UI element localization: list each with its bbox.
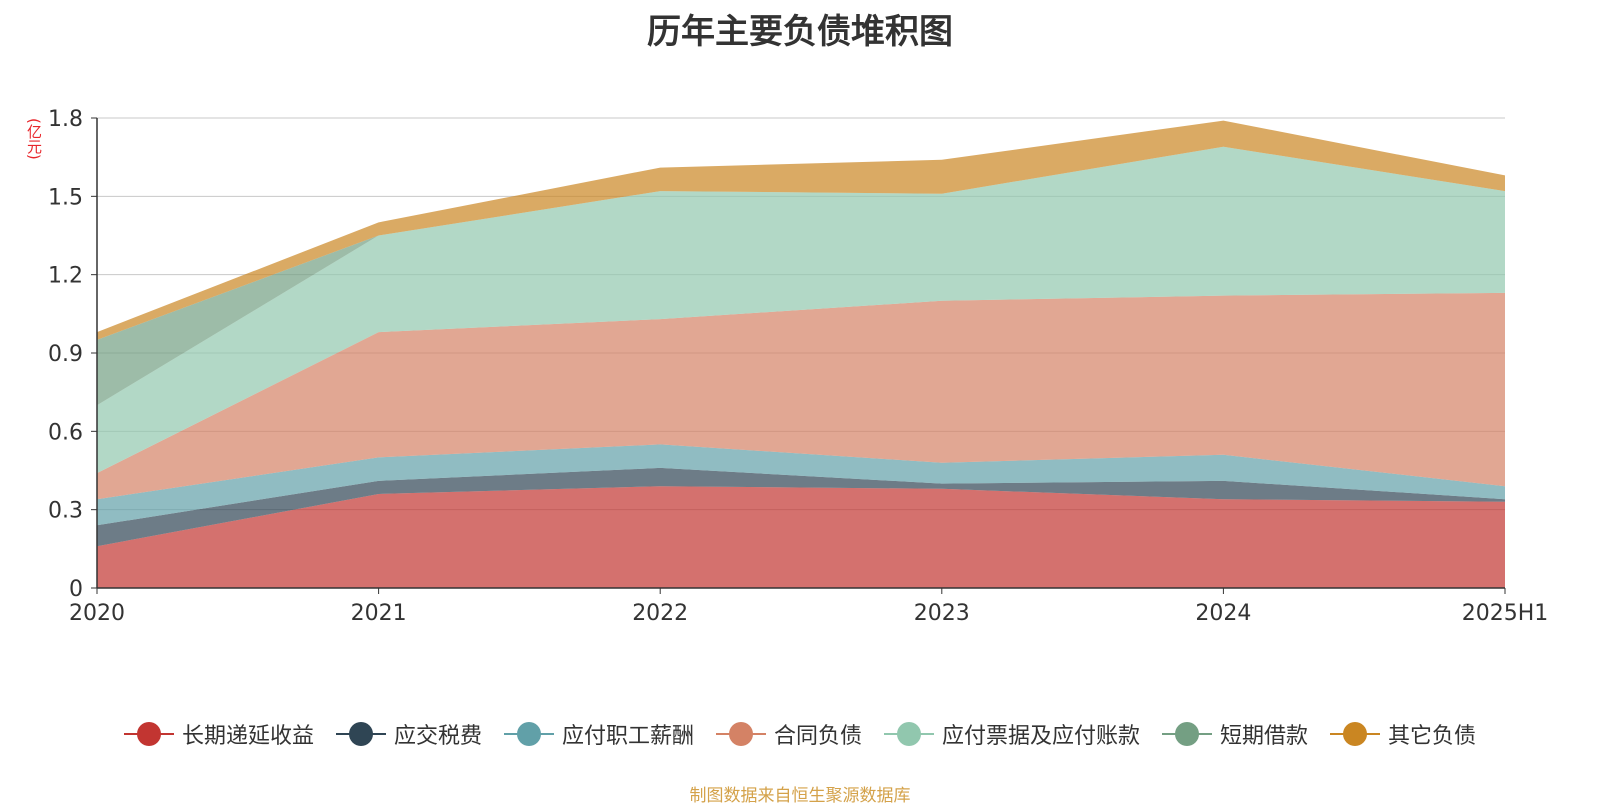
legend-item[interactable]: 合同负债 bbox=[715, 718, 862, 750]
y-tick-label: 0 bbox=[69, 577, 83, 602]
y-tick-label: 0.3 bbox=[48, 499, 83, 524]
legend-swatch-icon bbox=[335, 722, 386, 746]
legend-swatch-icon bbox=[503, 722, 554, 746]
area-4 bbox=[97, 146, 1505, 474]
legend-item[interactable]: 应付票据及应付账款 bbox=[884, 718, 1140, 750]
legend-swatch-icon bbox=[1162, 722, 1213, 746]
y-axis-unit-label: (亿元) bbox=[25, 118, 43, 160]
y-tick-label: 1.5 bbox=[48, 185, 83, 210]
area-2 bbox=[97, 444, 1505, 526]
y-tick-label: 0.6 bbox=[48, 420, 83, 445]
area-3 bbox=[97, 292, 1505, 500]
area-6 bbox=[97, 120, 1505, 340]
x-tick-label: 2022 bbox=[632, 601, 688, 626]
legend-label: 长期递延收益 bbox=[181, 724, 314, 749]
x-tick-label: 2025H1 bbox=[1462, 601, 1549, 626]
legend-label: 应付票据及应付账款 bbox=[942, 724, 1141, 749]
chart-title: 历年主要负债堆积图 bbox=[647, 12, 953, 52]
legend-label: 应交税费 bbox=[393, 724, 482, 749]
y-tick-label: 1.8 bbox=[48, 107, 83, 132]
stacked-area-chart: 0 0.3 0.6 0.9 1.2 1.5 1.8 2020 2021 2022 2023 2024 2… bbox=[48, 107, 1548, 626]
legend-item[interactable]: 长期递延收益 bbox=[123, 718, 314, 750]
x-tick-label: 2021 bbox=[351, 601, 407, 626]
x-tick-label: 2023 bbox=[914, 601, 970, 626]
area-1 bbox=[97, 467, 1505, 547]
x-tick-label: 2024 bbox=[1195, 601, 1251, 626]
legend-item[interactable]: 应付职工薪酬 bbox=[503, 718, 694, 750]
area-0 bbox=[97, 486, 1505, 588]
legend-swatch-icon bbox=[123, 722, 174, 746]
legend-label: 短期借款 bbox=[1220, 724, 1309, 749]
data-source-note: 制图数据来自恒生聚源数据库 bbox=[689, 786, 911, 806]
legend-label: 合同负债 bbox=[773, 724, 862, 749]
x-tick-label: 2020 bbox=[69, 601, 125, 626]
legend-label: 其它负债 bbox=[1388, 724, 1477, 749]
legend-item[interactable]: 其它负债 bbox=[1330, 718, 1476, 750]
y-tick-label: 1.2 bbox=[48, 264, 83, 289]
legend: 长期递延收益 应交税费 应付职工薪酬 合同负债 应付票据及应付账款 短期借款 其它负债 bbox=[0, 718, 1600, 750]
legend-swatch-icon bbox=[884, 722, 934, 746]
legend-item[interactable]: 应交税费 bbox=[335, 718, 482, 750]
legend-swatch-icon bbox=[1330, 722, 1381, 746]
area-series bbox=[97, 120, 1505, 588]
legend-item[interactable]: 短期借款 bbox=[1162, 718, 1308, 750]
y-tick-label: 0.9 bbox=[48, 342, 83, 367]
legend-swatch-icon bbox=[715, 722, 766, 746]
legend-label: 应付职工薪酬 bbox=[561, 724, 694, 749]
axes: 0 0.3 0.6 0.9 1.2 1.5 1.8 2020 2021 2022 2023 2024 2… bbox=[48, 107, 1548, 626]
